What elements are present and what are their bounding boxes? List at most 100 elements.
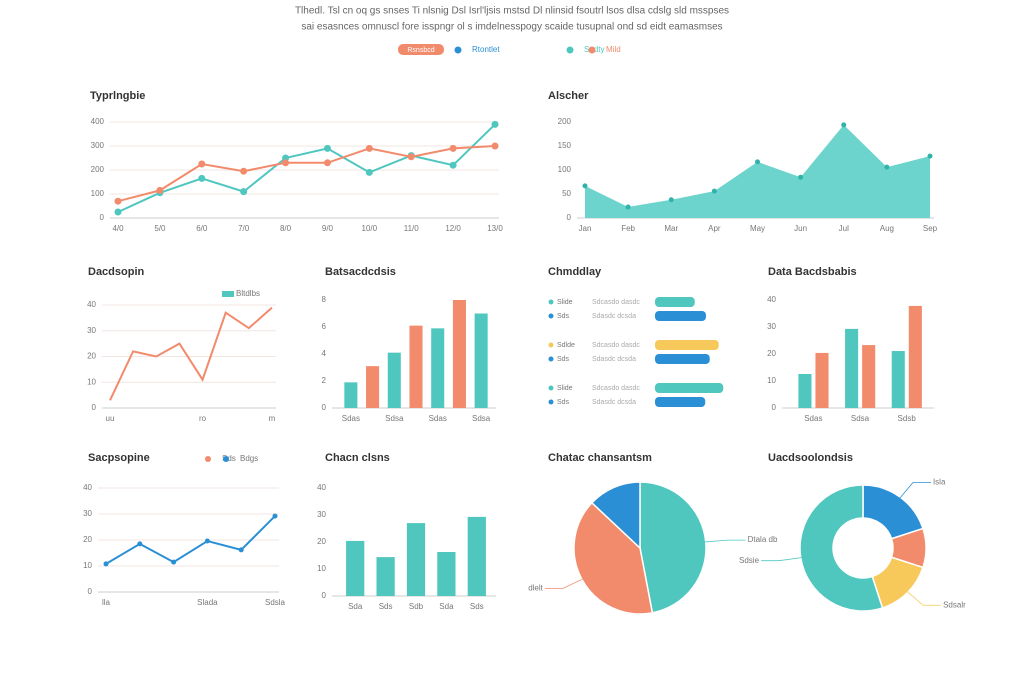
bar: [655, 397, 706, 407]
x-tick-label: lla: [102, 598, 111, 607]
x-tick-label: Jul: [839, 224, 849, 233]
bar: [845, 328, 859, 408]
x-tick-label: Sdb: [409, 602, 424, 611]
y-tick-label: 4: [322, 349, 327, 358]
legend-label: Rsnsbcd: [407, 47, 434, 54]
x-tick-label: 4/0: [112, 224, 124, 233]
y-tick-label: 0: [88, 587, 93, 596]
legend-dot: [548, 313, 554, 319]
slice-label: dlelt: [528, 584, 543, 593]
point: [240, 188, 248, 196]
bar: [409, 325, 423, 408]
row-label: Sds: [557, 313, 570, 320]
chart-title: Batsacdcdsis: [325, 266, 396, 278]
x-tick-label: 13/0: [487, 224, 503, 233]
point: [114, 197, 122, 205]
x-tick-label: 12/0: [445, 224, 461, 233]
x-tick-label: Slada: [197, 598, 218, 607]
legend-dot: [548, 299, 554, 305]
row-description: Sdasdc dcsda: [592, 399, 636, 406]
legend-label: Mild: [606, 45, 621, 54]
x-tick-label: Sda: [348, 602, 363, 611]
bar: [366, 366, 380, 408]
slice: [573, 501, 654, 615]
row-description: Sdcasdo dasdc: [592, 299, 640, 306]
slice-label: Sdsie: [739, 556, 760, 565]
y-tick-label: 30: [767, 322, 776, 331]
bar: [908, 305, 922, 408]
x-tick-label: 11/0: [404, 224, 420, 233]
slice: [639, 481, 707, 614]
point: [491, 142, 499, 150]
point: [449, 144, 457, 152]
x-tick-label: 6/0: [196, 224, 208, 233]
point: [582, 183, 588, 189]
y-tick-label: 50: [562, 189, 571, 198]
point: [449, 161, 457, 169]
x-tick-label: Sds: [470, 602, 484, 611]
point: [668, 197, 674, 203]
bar: [891, 351, 905, 408]
slice-label: Dtala db: [748, 535, 778, 544]
y-tick-label: 30: [317, 510, 326, 519]
y-tick-label: 10: [767, 376, 776, 385]
x-tick-label: 9/0: [322, 224, 334, 233]
y-tick-label: 10: [83, 561, 92, 570]
point: [198, 160, 206, 168]
x-tick-label: Sdsla: [265, 598, 286, 607]
legend-pill: [398, 44, 444, 55]
legend-label: Rtontlet: [472, 45, 500, 54]
legend-dot: [548, 385, 554, 391]
x-tick-label: May: [750, 224, 765, 233]
y-tick-label: 20: [317, 537, 326, 546]
point: [927, 153, 933, 159]
point: [238, 547, 244, 553]
legend-dot: [223, 456, 229, 462]
x-tick-label: Sdas: [804, 414, 822, 423]
row-label: Slide: [557, 385, 573, 392]
series-line: [117, 145, 496, 203]
y-tick-label: 40: [87, 300, 96, 309]
chart-title: Data Bacdsbabis: [768, 266, 857, 278]
x-tick-label: 5/0: [154, 224, 166, 233]
bar: [406, 523, 426, 596]
point: [323, 159, 331, 167]
y-tick-label: 40: [83, 483, 92, 492]
slice-label: Sdsalr: [943, 600, 966, 609]
x-tick-label: Jan: [579, 224, 592, 233]
y-tick-label: 20: [767, 349, 776, 358]
x-tick-label: 7/0: [238, 224, 250, 233]
y-tick-label: 200: [558, 117, 572, 126]
x-tick-label: Sdsa: [472, 414, 491, 423]
bar: [387, 352, 401, 408]
point: [282, 159, 290, 167]
y-tick-label: 100: [91, 189, 105, 198]
header-line: sai esasnces omnuscl fore isspngr ol s i…: [301, 22, 722, 33]
y-tick-label: 40: [767, 295, 776, 304]
leader-line: [544, 575, 590, 589]
legend-dot: [566, 46, 574, 54]
row-label: Sdlde: [557, 342, 575, 349]
y-tick-label: 30: [87, 326, 96, 335]
legend-label: Bltdlbs: [236, 289, 260, 298]
chart-title: Alscher: [548, 90, 589, 102]
bar: [655, 311, 706, 321]
bar: [346, 540, 365, 596]
bar: [862, 345, 876, 408]
y-tick-label: 10: [87, 377, 96, 386]
x-tick-label: Sdsa: [385, 414, 404, 423]
chart-title: Sacpsopine: [88, 452, 150, 464]
y-tick-label: 100: [558, 165, 572, 174]
point: [625, 204, 631, 210]
series-line: [117, 123, 496, 213]
y-tick-label: 20: [87, 352, 96, 361]
row-description: Sdasdc dcsda: [592, 356, 636, 363]
point: [103, 561, 109, 567]
x-tick-label: Sda: [439, 602, 454, 611]
point: [198, 174, 206, 182]
x-tick-label: Sdas: [342, 414, 360, 423]
chart-title: Dacdsopin: [88, 266, 145, 278]
bar: [376, 557, 395, 596]
y-tick-label: 0: [772, 403, 777, 412]
